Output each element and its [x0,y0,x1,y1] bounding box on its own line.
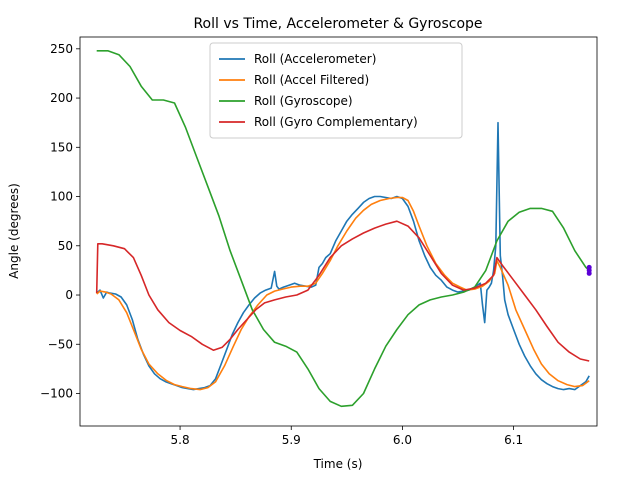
x-tick-label: 5.9 [282,433,301,447]
series-line-2 [96,196,590,391]
legend-label: Roll (Gyroscope) [254,94,353,108]
y-tick-label: 150 [50,140,73,154]
y-axis-label: Angle (degrees) [7,183,21,279]
y-tick-label: 50 [58,239,73,253]
series-line-4 [95,220,590,362]
series-line-3 [96,50,590,408]
y-axis: −100 −50 0 50 100 150 200 250 [40,42,80,401]
legend-box [209,42,463,139]
series-line-1 [96,121,590,391]
y-tick-label: −50 [48,337,73,351]
legend-label: Roll (Gyro Complementary) [254,115,418,129]
x-axis: 5.8 5.9 6.0 6.1 [171,426,523,447]
legend: Roll (Accelerometer) Roll (Accel Filtered… [209,42,463,139]
series-layer [95,50,590,408]
x-tick-label: 6.1 [504,433,523,447]
x-axis-label: Time (s) [313,457,363,471]
y-tick-label: 250 [50,42,73,56]
x-tick-label: 6.0 [393,433,412,447]
x-tick-label: 5.8 [171,433,190,447]
y-tick-label: 0 [65,288,73,302]
y-tick-label: 200 [50,91,73,105]
end-markers [586,264,592,276]
y-tick-label: −100 [40,387,73,401]
legend-label: Roll (Accelerometer) [254,52,376,66]
y-tick-label: 100 [50,190,73,204]
legend-label: Roll (Accel Filtered) [254,73,369,87]
chart-title: Roll vs Time, Accelerometer & Gyroscope [193,16,482,32]
end-marker-point [586,264,592,270]
